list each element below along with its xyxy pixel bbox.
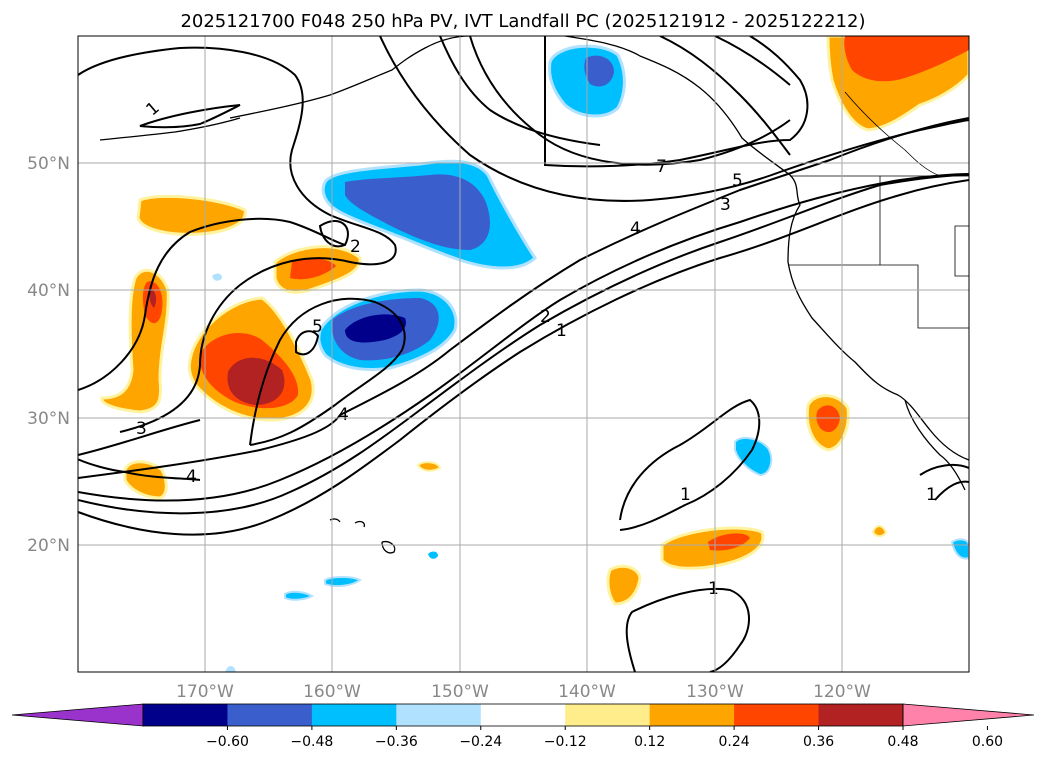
colorbar-segment — [143, 704, 228, 726]
figure-title: 2025121700 F048 250 hPa PV, IVT Landfall… — [180, 11, 865, 32]
longitude-labels: 170°W 160°W 150°W 140°W 130°W 120°W — [176, 682, 871, 702]
colorbar-tick-label: −0.24 — [459, 734, 502, 750]
colorbar-segment — [480, 704, 566, 726]
contour-label: 3 — [136, 419, 147, 439]
map-frame — [77, 35, 970, 673]
contour-label: 1 — [556, 321, 567, 341]
graticule — [78, 36, 969, 672]
pv-contours — [78, 36, 969, 672]
colorbar-tick-label: −0.12 — [544, 734, 587, 750]
lon-label: 140°W — [558, 682, 616, 702]
contour-label: 4 — [338, 405, 349, 425]
contour-label: 2 — [540, 307, 551, 327]
colorbar-tick-label: 0.60 — [972, 734, 1003, 750]
lat-label: 50°N — [27, 154, 70, 174]
map-panel: 1 2 5 4 3 4 7 5 3 4 2 1 1 1 1 — [78, 36, 969, 672]
lat-label: 20°N — [27, 536, 70, 556]
colorbar-tick-label: −0.36 — [375, 734, 418, 750]
contour-label: 4 — [630, 219, 641, 239]
colorbar-segment — [565, 704, 651, 726]
colorbar-max-extend — [902, 703, 1035, 727]
contour-label: 1 — [680, 485, 691, 505]
lon-label: 150°W — [431, 682, 489, 702]
lon-label: 130°W — [686, 682, 744, 702]
lon-label: 160°W — [303, 682, 361, 702]
lon-label: 120°W — [813, 682, 871, 702]
contour-label: 7 — [656, 157, 667, 177]
colorbar-tick-label: −0.60 — [206, 734, 249, 750]
latitude-labels: 50°N 40°N 30°N 20°N — [27, 154, 70, 556]
contour-label: 5 — [312, 317, 323, 337]
colorbar-segment — [227, 704, 313, 726]
lat-label: 40°N — [27, 281, 70, 301]
lat-label: 30°N — [27, 409, 70, 429]
colorbar-tick-label: 0.24 — [719, 734, 750, 750]
coastlines — [99, 36, 969, 554]
colorbar-segment — [649, 704, 735, 726]
colorbar-segment — [818, 704, 904, 726]
colorbar-segment — [311, 704, 397, 726]
colorbar-segment — [734, 704, 820, 726]
colorbar-tick-labels: −0.60 −0.48 −0.36 −0.24 −0.12 0.12 0.24 0.36 0.4… — [206, 726, 1003, 750]
contour-label: 1 — [926, 485, 937, 505]
contour-label: 1 — [708, 579, 719, 599]
colorbar-segment — [396, 704, 482, 726]
colorbar-tick-label: −0.48 — [290, 734, 333, 750]
negative-anomaly-shading — [212, 44, 969, 672]
colorbar-tick-label: 0.48 — [887, 734, 918, 750]
contour-label: 2 — [350, 237, 361, 257]
colorbar-tick-label: 0.12 — [634, 734, 665, 750]
colorbar-frame — [142, 703, 904, 727]
colorbar-tick-label: 0.36 — [803, 734, 834, 750]
contour-label: 4 — [186, 467, 197, 487]
contour-label: 5 — [732, 171, 743, 191]
colorbar-min-extend — [11, 703, 144, 727]
contour-label: 3 — [720, 195, 731, 215]
lon-label: 170°W — [176, 682, 234, 702]
colorbar — [11, 703, 1035, 727]
